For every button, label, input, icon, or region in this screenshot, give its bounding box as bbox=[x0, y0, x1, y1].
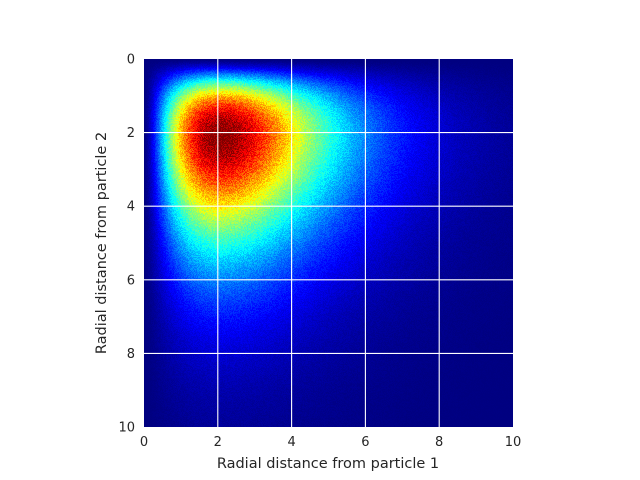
y-tick-label: 10 bbox=[118, 421, 135, 436]
x-axis-label: Radial distance from particle 1 bbox=[217, 456, 439, 472]
y-tick-label: 4 bbox=[127, 200, 135, 215]
x-tick-label: 10 bbox=[505, 435, 522, 450]
grid bbox=[144, 59, 513, 427]
y-tick-label: 0 bbox=[127, 53, 135, 68]
heatmap-image bbox=[144, 59, 513, 427]
y-tick-label: 6 bbox=[127, 273, 135, 288]
x-tick-label: 8 bbox=[435, 435, 443, 450]
y-tick-label: 8 bbox=[127, 347, 135, 362]
x-tick-label: 2 bbox=[214, 435, 222, 450]
x-tick-label: 0 bbox=[140, 435, 148, 450]
y-axis-label: Radial distance from particle 2 bbox=[94, 132, 110, 354]
y-tick-labels: 0 2 4 6 8 10 bbox=[118, 53, 135, 436]
x-tick-label: 4 bbox=[287, 435, 295, 450]
x-tick-label: 6 bbox=[361, 435, 369, 450]
y-tick-label: 2 bbox=[127, 126, 135, 141]
x-tick-labels: 0 2 4 6 8 10 bbox=[140, 435, 521, 450]
